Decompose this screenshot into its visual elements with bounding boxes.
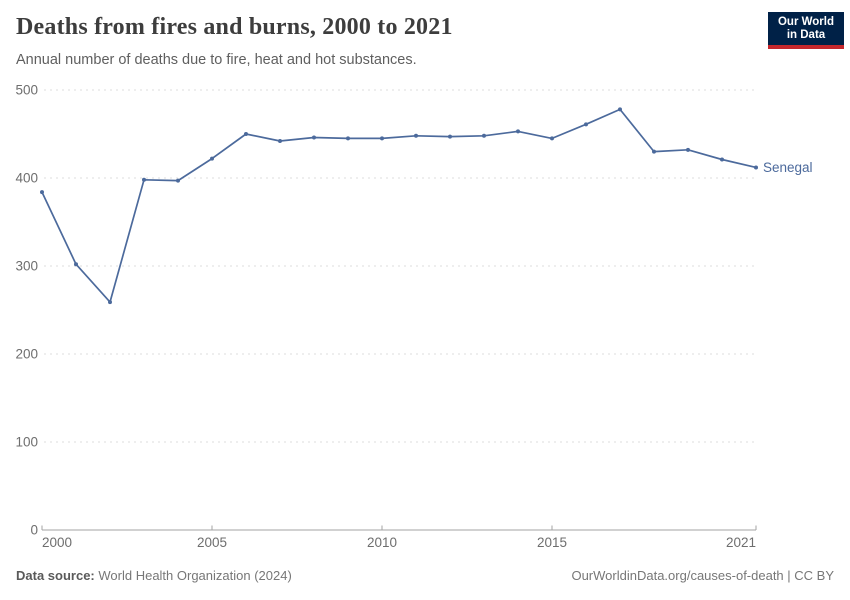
data-point-senegal-2018[interactable] [652,149,656,154]
data-point-senegal-2005[interactable] [210,156,214,161]
data-point-senegal-2017[interactable] [618,107,622,112]
y-tick-label-300: 300 [15,259,38,274]
data-source: Data source: World Health Organization (… [16,568,292,583]
data-point-senegal-2002[interactable] [108,300,112,305]
data-point-senegal-2003[interactable] [142,177,146,182]
data-point-senegal-2019[interactable] [686,147,690,152]
data-source-label: Data source: [16,568,95,583]
chart-footer: Data source: World Health Organization (… [16,568,834,583]
y-tick-label-500: 500 [15,83,38,98]
owid-logo-line2: in Data [786,28,826,41]
owid-logo[interactable]: Our World in Data [768,12,844,49]
x-tick-label-2000: 2000 [42,535,72,550]
data-point-senegal-2007[interactable] [278,139,282,144]
data-point-senegal-2006[interactable] [244,132,248,136]
page-subtitle: Annual number of deaths due to fire, hea… [16,52,417,68]
data-point-senegal-2015[interactable] [550,136,554,141]
data-point-senegal-2014[interactable] [516,129,520,134]
data-point-senegal-2004[interactable] [176,178,180,183]
footer-license-link[interactable]: OurWorldinData.org/causes-of-death | CC … [571,568,834,583]
data-point-senegal-2009[interactable] [346,136,350,141]
x-tick-label-2010: 2010 [367,535,397,550]
data-point-senegal-2016[interactable] [584,122,588,127]
data-point-senegal-2000[interactable] [40,190,44,195]
data-point-senegal-2013[interactable] [482,133,486,138]
y-tick-label-200: 200 [15,347,38,362]
data-point-senegal-2011[interactable] [414,133,418,138]
y-tick-label-400: 400 [15,171,38,186]
y-tick-label-0: 0 [30,523,38,538]
data-point-senegal-2008[interactable] [312,135,316,140]
data-point-senegal-2010[interactable] [380,136,384,141]
x-tick-label-2021: 2021 [726,535,756,550]
series-label-senegal[interactable]: Senegal [763,160,813,175]
owid-logo-line1: Our World [777,15,834,28]
series-line-senegal[interactable] [41,108,757,303]
data-point-senegal-2001[interactable] [74,262,78,267]
data-point-senegal-2021[interactable] [754,165,758,170]
x-tick-label-2015: 2015 [537,535,567,550]
data-source-text: World Health Organization (2024) [98,568,292,583]
data-point-senegal-2012[interactable] [448,134,452,139]
x-tick-label-2005: 2005 [197,535,227,550]
page-title: Deaths from fires and burns, 2000 to 202… [16,14,453,40]
data-point-senegal-2020[interactable] [720,157,724,162]
y-tick-label-100: 100 [15,435,38,450]
